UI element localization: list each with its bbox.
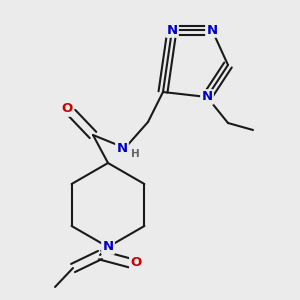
Text: O: O bbox=[61, 103, 73, 116]
Text: O: O bbox=[130, 256, 142, 269]
Text: N: N bbox=[116, 142, 128, 154]
Text: H: H bbox=[130, 149, 140, 159]
Text: N: N bbox=[201, 91, 213, 103]
Text: N: N bbox=[102, 241, 114, 254]
Text: N: N bbox=[206, 23, 218, 37]
Text: N: N bbox=[167, 23, 178, 37]
